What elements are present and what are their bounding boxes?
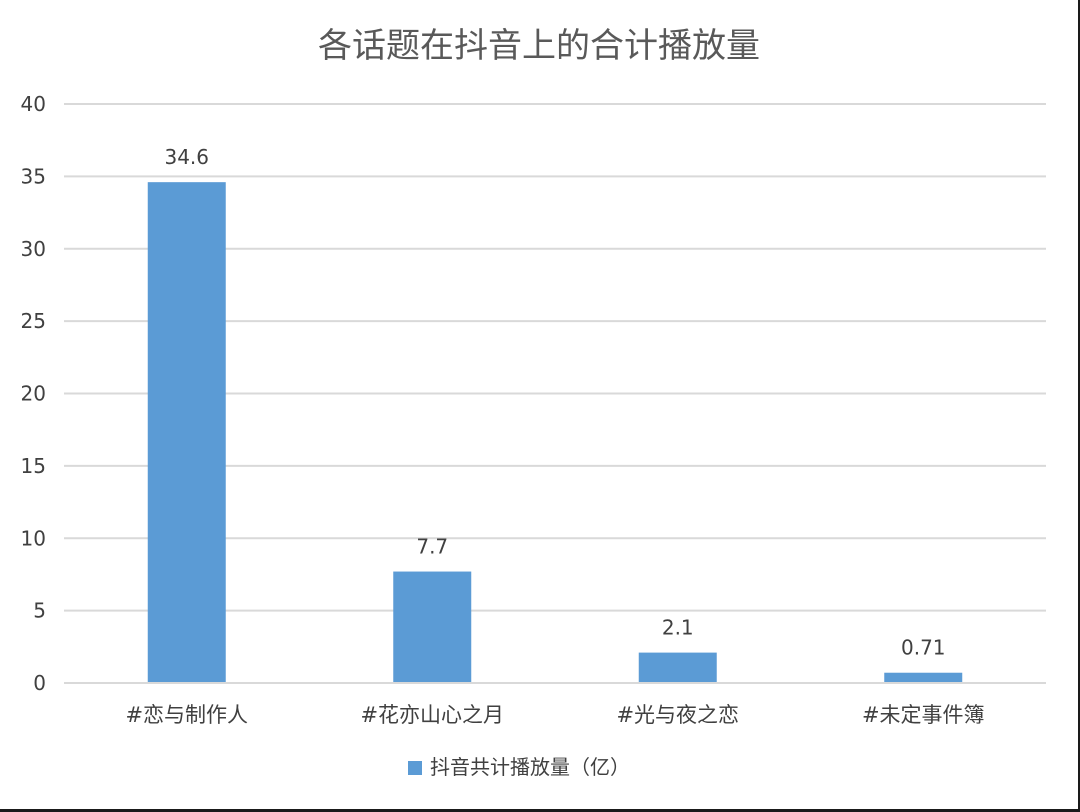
x-tick-label: #未定事件簿: [862, 703, 985, 727]
data-label: 0.71: [901, 636, 946, 660]
bar: [147, 182, 226, 684]
x-tick-label: #光与夜之恋: [616, 703, 739, 727]
legend: 抖音共计播放量（亿）: [408, 755, 630, 779]
y-tick-label: 5: [33, 599, 46, 623]
bar: [638, 652, 717, 683]
bars: [64, 182, 1046, 684]
legend-swatch: [408, 761, 422, 775]
y-tick-label: 20: [21, 382, 46, 406]
y-tick-label: 35: [21, 164, 46, 188]
y-tick-label: 30: [21, 237, 46, 261]
data-labels: 34.6 7.7 2.1 0.71: [164, 145, 945, 660]
y-tick-label: 40: [21, 92, 46, 116]
y-axis-tick-labels: 0 5 10 15 20 25 30 35 40: [21, 92, 46, 695]
x-tick-label: #花亦山心之月: [360, 703, 504, 727]
data-label: 34.6: [164, 145, 209, 169]
bar: [884, 672, 963, 683]
x-tick-label: #恋与制作人: [125, 703, 248, 727]
y-tick-label: 10: [21, 526, 46, 550]
x-axis-tick-labels: #恋与制作人 #花亦山心之月 #光与夜之恋 #未定事件簿: [125, 703, 984, 727]
y-tick-label: 15: [21, 454, 46, 478]
data-label: 7.7: [416, 535, 448, 559]
bar: [393, 571, 472, 683]
y-tick-label: 25: [21, 309, 46, 333]
data-label: 2.1: [662, 616, 694, 640]
legend-label: 抖音共计播放量（亿）: [430, 755, 630, 779]
y-tick-label: 0: [33, 671, 46, 695]
chart-title: 各话题在抖音上的合计播放量: [318, 26, 760, 66]
